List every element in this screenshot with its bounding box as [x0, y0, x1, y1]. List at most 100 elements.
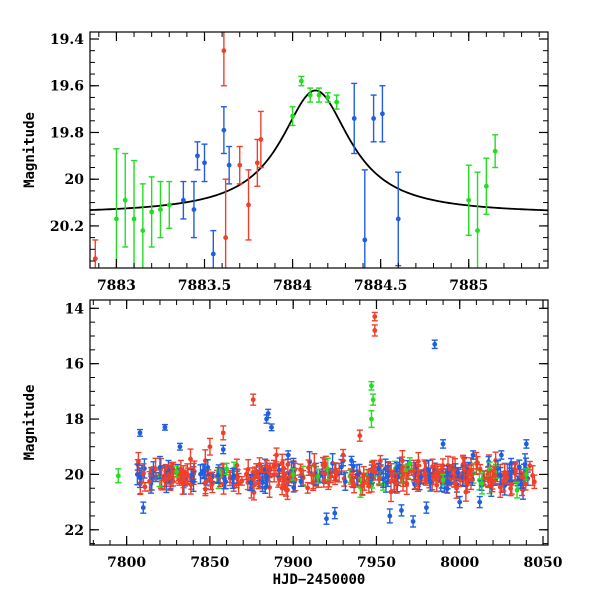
blue-data-point-marker [380, 111, 385, 117]
band-point [526, 460, 533, 471]
x-tick-label: 7883 [97, 278, 136, 294]
x-tick-label: 7884 [273, 278, 312, 294]
green-data-point-marker [290, 113, 295, 119]
band-point [522, 477, 529, 491]
blue-data-point [194, 141, 201, 171]
y-tick-label: 16 [65, 357, 84, 373]
band-point-marker [415, 459, 421, 464]
blue-data-point [423, 501, 430, 514]
x-tick-label: 7850 [190, 555, 229, 571]
bottom-panel: 7800 7850 7900 7950 8000 8050 14 16 18 20 22 Magnit… [22, 299, 563, 588]
blue-data-point-marker [180, 197, 186, 203]
green-data-point [324, 92, 331, 103]
band-point [451, 469, 458, 488]
band-point-marker [298, 467, 303, 472]
blue-data-point [476, 495, 483, 509]
green-data-point [122, 152, 129, 248]
blue-data-point-marker [371, 116, 377, 121]
red-data-point-marker [254, 160, 260, 166]
band-point-marker [180, 480, 186, 486]
band-point-marker [264, 463, 270, 469]
band-point-marker [162, 476, 168, 482]
blue-data-point-marker [457, 499, 463, 505]
band-point-marker [359, 483, 365, 489]
blue-data-point [220, 444, 227, 455]
band-point [247, 473, 254, 492]
band-point-marker [168, 474, 174, 480]
blue-data-point-marker [470, 452, 476, 458]
band-point [146, 470, 153, 492]
green-data-point [139, 183, 146, 268]
band-point-marker [328, 473, 334, 479]
blue-data-point-marker [162, 424, 168, 430]
red-data-point [206, 437, 213, 456]
red-data-point [220, 32, 227, 87]
green-data-point [492, 134, 499, 169]
band-point [433, 478, 440, 493]
green-data-point-marker [115, 473, 121, 479]
band-point [365, 478, 372, 494]
green-data-point-marker [369, 383, 374, 389]
blue-data-point-marker [523, 441, 529, 447]
band-point-marker [142, 484, 148, 490]
blue-data-point [410, 515, 417, 528]
blue-data-point [348, 455, 355, 466]
red-data-point [254, 138, 261, 187]
red-data-point [257, 110, 264, 169]
blue-data-point-marker [221, 127, 227, 133]
green-data-point-marker [370, 397, 376, 403]
plot-frame [89, 31, 549, 269]
blue-data-point-marker [226, 162, 232, 168]
x-axis-label: HJD−2450000 [273, 572, 366, 588]
blue-data-point [470, 450, 477, 460]
band-point [508, 462, 515, 481]
band-point-marker [291, 484, 297, 490]
band-point-marker [245, 466, 251, 472]
x-tick-label: 8050 [524, 555, 563, 571]
blue-data-point-marker [137, 430, 143, 436]
band-point-marker [181, 474, 186, 480]
band-point-marker [451, 475, 457, 481]
band-point [361, 472, 368, 491]
blue-data-point-marker [210, 251, 216, 257]
blue-data-point-marker [399, 507, 404, 513]
band-point [238, 475, 245, 486]
x-tick-label: 8000 [440, 555, 479, 571]
green-data-point-marker [122, 197, 128, 203]
band-point-marker [385, 473, 391, 479]
band-point-marker [239, 478, 245, 484]
y-tick-label: 18 [65, 412, 84, 428]
blue-data-point-marker [285, 452, 291, 458]
green-data-point [440, 473, 447, 487]
green-data-point [523, 468, 530, 481]
band-point-marker [376, 466, 381, 472]
band-point-marker [445, 479, 451, 485]
green-data-point-marker [440, 477, 446, 483]
band-point-marker [338, 464, 344, 470]
blue-data-point [140, 501, 147, 514]
green-data-point-marker [334, 99, 340, 105]
y-tick-label: 19.6 [50, 79, 84, 95]
blue-data-point-marker [195, 153, 200, 159]
green-data-point [465, 164, 472, 236]
band-point-marker [310, 480, 316, 486]
band-point [514, 481, 521, 499]
green-data-point [333, 94, 340, 110]
x-tick-label: 7900 [274, 555, 313, 571]
blue-data-point [456, 495, 463, 509]
band-point-marker [315, 473, 321, 479]
band-point-marker [141, 470, 146, 476]
band-point [311, 452, 318, 477]
green-data-point-marker [523, 472, 529, 477]
green-data-point-marker [492, 148, 498, 154]
band-point-marker [279, 460, 285, 466]
blue-data-point [201, 143, 208, 183]
green-data-point [370, 393, 377, 406]
y-axis-label: Magnitude [22, 112, 38, 188]
band-point-marker [394, 480, 400, 486]
band-point [279, 480, 286, 496]
top-panel: 7883 7883.5 7884 7884.5 7885 19.4 19.6 19.8 20 20… [22, 31, 549, 294]
band-point [477, 463, 484, 475]
band-point [511, 462, 518, 485]
blue-data-point [440, 439, 447, 449]
